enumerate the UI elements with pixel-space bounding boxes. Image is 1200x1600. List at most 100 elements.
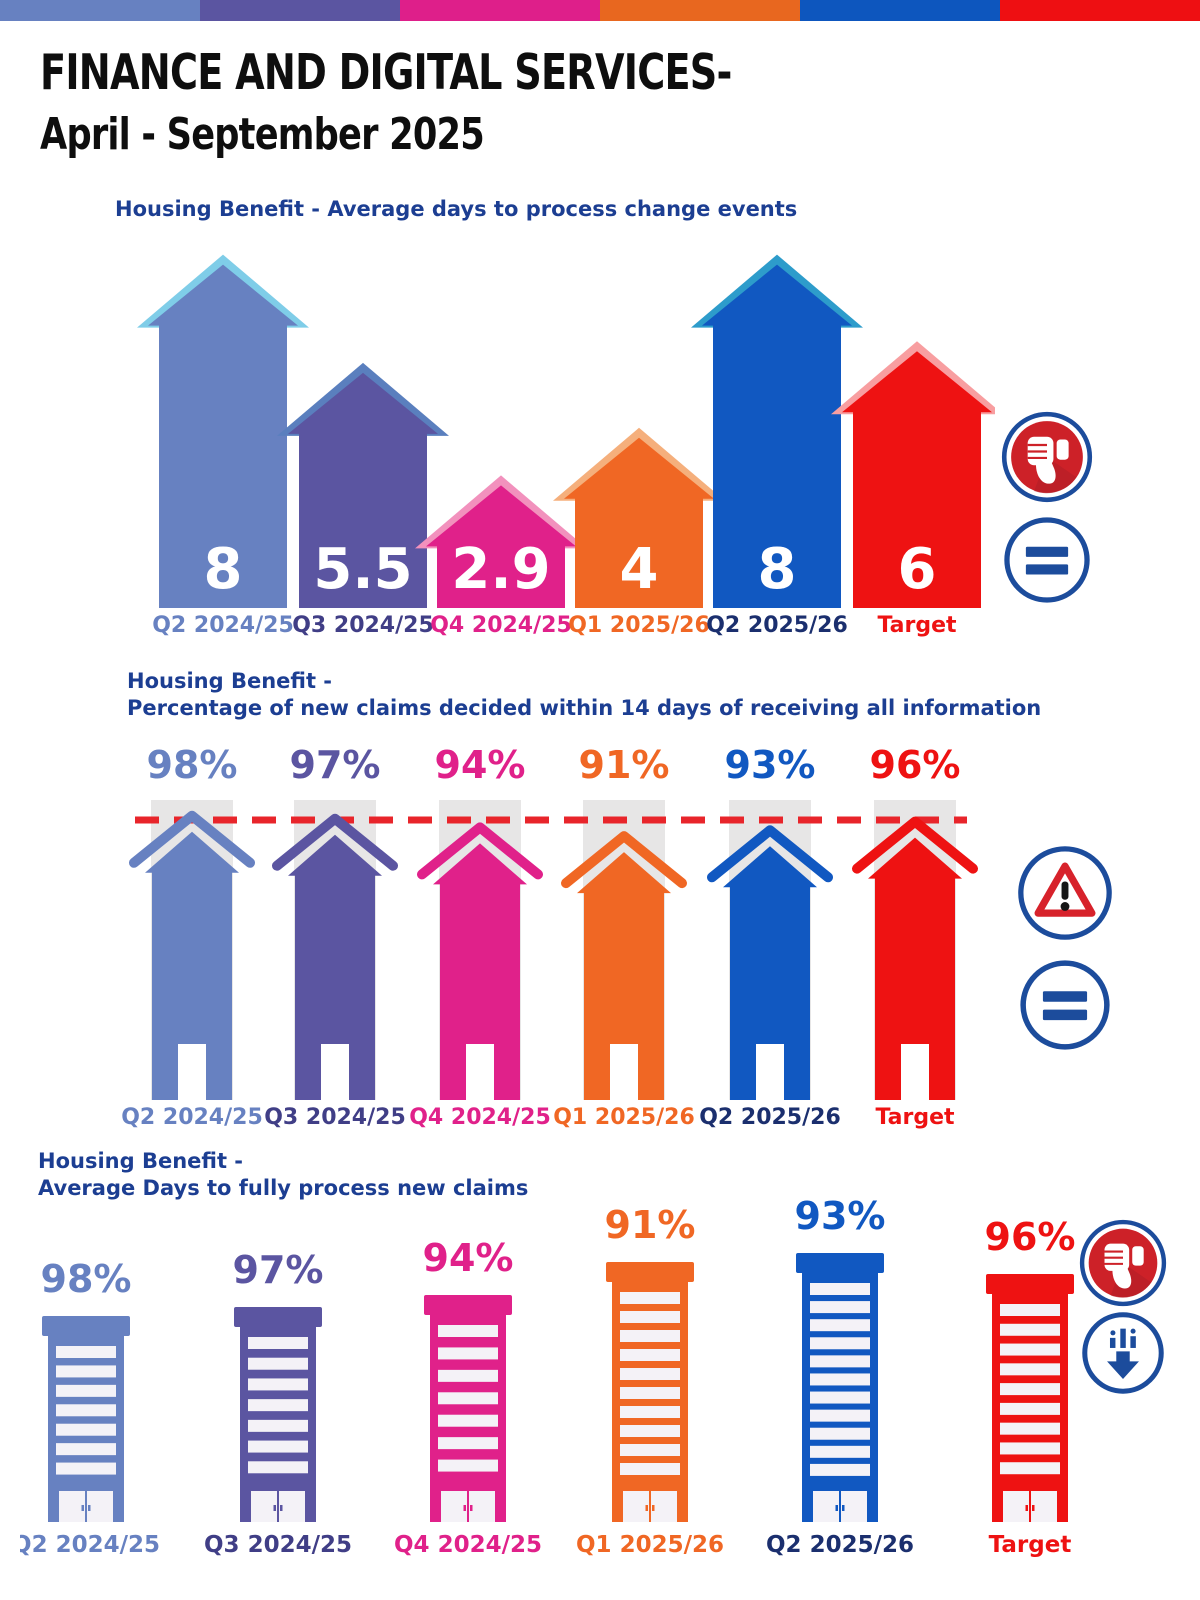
window-slat bbox=[1000, 1462, 1060, 1475]
window-slat bbox=[620, 1425, 680, 1437]
building-cap bbox=[986, 1274, 1074, 1294]
percent-label: 97% bbox=[290, 743, 381, 787]
door-handle bbox=[652, 1505, 655, 1511]
percent-label: 94% bbox=[423, 1236, 514, 1280]
category-label: Q4 2024/25 bbox=[394, 1532, 542, 1558]
window-slat bbox=[56, 1365, 116, 1378]
thumbs-down-icon bbox=[1079, 1219, 1167, 1307]
window-slat bbox=[810, 1427, 870, 1440]
category-label: Q4 2024/25 bbox=[409, 1105, 551, 1130]
bar-value-label: 4 bbox=[620, 537, 659, 602]
category-label: Q1 2025/26 bbox=[576, 1532, 724, 1558]
window-slat bbox=[438, 1414, 498, 1427]
stripe-segment-6 bbox=[1000, 0, 1200, 21]
category-label: Q1 2025/26 bbox=[568, 613, 710, 638]
window-slat bbox=[810, 1391, 870, 1404]
house-bar bbox=[433, 843, 527, 1100]
chart3-title-line1: Housing Benefit - bbox=[38, 1149, 244, 1173]
percent-label: 93% bbox=[795, 1194, 886, 1238]
percent-label: 91% bbox=[579, 743, 670, 787]
page-title: FINANCE AND DIGITAL SERVICES- April - Se… bbox=[40, 44, 927, 160]
door-handle bbox=[280, 1505, 283, 1511]
window-slat bbox=[438, 1369, 498, 1382]
door bbox=[756, 1044, 784, 1100]
percent-label: 94% bbox=[435, 743, 526, 787]
chart2-title-line1: Housing Benefit - bbox=[127, 669, 333, 693]
window-slat bbox=[1000, 1323, 1060, 1336]
house-bar bbox=[577, 852, 671, 1100]
window-slat bbox=[1000, 1383, 1060, 1396]
door bbox=[321, 1044, 349, 1100]
window-slat bbox=[620, 1463, 680, 1475]
category-label: Q4 2024/25 bbox=[430, 613, 572, 638]
window-slat bbox=[810, 1463, 870, 1476]
stripe-segment-4 bbox=[600, 0, 800, 21]
category-label: Target bbox=[989, 1532, 1072, 1558]
house-bar bbox=[723, 846, 817, 1100]
window-slat bbox=[810, 1445, 870, 1458]
door-handle bbox=[1032, 1505, 1035, 1511]
chart2-title-line2: Percentage of new claims decided within … bbox=[127, 696, 1042, 720]
percent-label: 98% bbox=[41, 1257, 132, 1301]
building-cap bbox=[606, 1262, 694, 1282]
stripe-segment-1 bbox=[0, 0, 200, 21]
window-slat bbox=[248, 1337, 308, 1349]
bar-value-label: 5.5 bbox=[313, 537, 412, 602]
window-slat bbox=[620, 1292, 680, 1304]
door-handle bbox=[835, 1505, 838, 1511]
door-handle bbox=[273, 1505, 276, 1511]
house-bar bbox=[148, 264, 298, 608]
category-label: Q3 2024/25 bbox=[264, 1105, 406, 1130]
window-slat bbox=[248, 1378, 308, 1391]
category-label: Target bbox=[877, 613, 957, 638]
window-slat bbox=[56, 1423, 116, 1436]
stripe-segment-2 bbox=[200, 0, 400, 21]
page-title-line2: April - September 2025 bbox=[40, 109, 485, 160]
equals-icon bbox=[1020, 960, 1110, 1050]
window-slat bbox=[438, 1325, 498, 1337]
window-slat bbox=[248, 1461, 308, 1474]
house-bar bbox=[702, 264, 852, 608]
house-bar bbox=[842, 351, 992, 608]
window-slat bbox=[56, 1346, 116, 1358]
category-label: Q2 2024/25 bbox=[152, 613, 294, 638]
house-bar bbox=[288, 834, 382, 1100]
roof-chevron bbox=[852, 816, 978, 874]
warning-icon bbox=[1018, 846, 1112, 940]
chart2-title: Housing Benefit - Percentage of new clai… bbox=[127, 668, 1041, 722]
window-slat bbox=[810, 1355, 870, 1368]
decline-icon bbox=[1082, 1312, 1164, 1394]
window-slat bbox=[248, 1399, 308, 1412]
window-slat bbox=[620, 1444, 680, 1456]
window-slat bbox=[438, 1392, 498, 1405]
equals-icon bbox=[1004, 517, 1090, 603]
chart3-title-line2: Average Days to fully process new claims bbox=[38, 1176, 529, 1200]
window-slat bbox=[56, 1462, 116, 1475]
bar-value-label: 2.9 bbox=[451, 537, 550, 602]
bar-value-label: 8 bbox=[204, 537, 243, 602]
window-slat bbox=[1000, 1304, 1060, 1316]
door bbox=[901, 1044, 929, 1100]
window-slat bbox=[1000, 1363, 1060, 1376]
door-handle bbox=[645, 1505, 648, 1511]
bar-value-label: 8 bbox=[758, 537, 797, 602]
category-label: Q3 2024/25 bbox=[292, 613, 434, 638]
window-slat bbox=[248, 1440, 308, 1453]
percent-label: 96% bbox=[870, 743, 961, 787]
house-bar bbox=[426, 485, 576, 608]
window-slat bbox=[1000, 1343, 1060, 1356]
building-cap bbox=[796, 1253, 884, 1273]
window-slat bbox=[810, 1319, 870, 1332]
percent-label: 97% bbox=[233, 1248, 324, 1292]
door bbox=[610, 1044, 638, 1100]
window-slat bbox=[810, 1283, 870, 1295]
category-label: Q2 2025/26 bbox=[699, 1105, 841, 1130]
roof-chevron bbox=[272, 813, 398, 871]
percent-label: 98% bbox=[147, 743, 238, 787]
stripe-segment-5 bbox=[800, 0, 1000, 21]
roof-chevron bbox=[417, 822, 543, 880]
building-cap bbox=[42, 1316, 130, 1336]
building-cap bbox=[424, 1295, 512, 1315]
window-slat bbox=[620, 1349, 680, 1361]
category-label: Q2 2025/26 bbox=[706, 613, 848, 638]
